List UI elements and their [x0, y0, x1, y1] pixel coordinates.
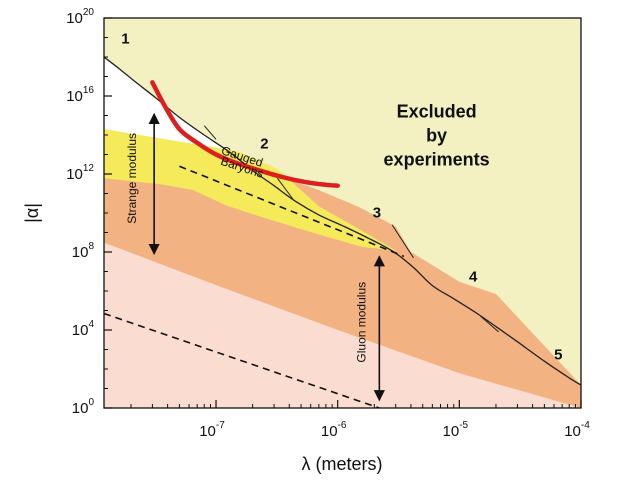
y-tick-label: 1016 [66, 85, 94, 105]
dashed-boundary-line [104, 312, 380, 408]
boundary-segment-tick [480, 315, 499, 333]
y-tick-exponent: 4 [88, 319, 94, 330]
y-tick-exponent: 8 [88, 241, 94, 252]
curve-number-label: 3 [373, 204, 381, 221]
y-tick-label: 108 [72, 241, 95, 261]
annotation-label: Strange modulus [125, 133, 139, 224]
x-tick-label: 10-7 [199, 420, 225, 440]
dashed-boundary-line [179, 165, 405, 258]
y-tick-exponent: 0 [88, 397, 94, 408]
curve-number-label: 2 [260, 136, 268, 153]
curve-number-label: 4 [469, 269, 478, 286]
y-tick-exponent: 20 [83, 7, 95, 18]
annotation-label: Gluon modulus [355, 282, 369, 363]
gluon-modulus-band [104, 242, 581, 408]
x-tick-exponent: -7 [216, 420, 225, 431]
x-tick-label: 10-4 [564, 420, 590, 440]
y-tick-base: 10 [66, 10, 83, 27]
boundary-segment-tick [203, 125, 217, 140]
x-tick-exponent: -4 [581, 420, 590, 431]
y-tick-base: 10 [66, 88, 83, 105]
excluded-region-label: by [426, 125, 447, 145]
y-tick-label: 1012 [66, 163, 94, 183]
x-tick-label: 10-6 [321, 420, 347, 440]
y-tick-exponent: 12 [83, 163, 95, 174]
x-axis-label: λ (meters) [302, 454, 383, 474]
excluded-region-label: Excluded [397, 101, 477, 121]
curve-number-label: 5 [554, 347, 562, 364]
red-prediction-curve [150, 80, 340, 188]
x-tick-base: 10 [443, 423, 460, 440]
y-tick-label: 104 [72, 319, 95, 339]
y-tick-base: 10 [66, 166, 83, 183]
y-tick-label: 100 [72, 397, 95, 417]
y-tick-label: 1020 [66, 7, 94, 27]
y-tick-base: 10 [72, 400, 89, 417]
y-tick-base: 10 [72, 244, 89, 261]
x-tick-base: 10 [199, 423, 216, 440]
boundary-segment-tick [391, 224, 414, 259]
gauged-baryons-band [104, 129, 396, 251]
x-tick-exponent: -5 [459, 420, 468, 431]
boundary-segment-tick [277, 178, 294, 200]
x-tick-exponent: -6 [338, 420, 347, 431]
y-tick-base: 10 [72, 322, 89, 339]
x-tick-base: 10 [321, 423, 338, 440]
x-tick-label: 10-5 [443, 420, 469, 440]
y-axis-label: |α| [22, 203, 42, 223]
exclusion-boundary-curve [104, 56, 581, 386]
curve-number-label: 1 [121, 30, 129, 47]
x-tick-base: 10 [564, 423, 581, 440]
y-tick-exponent: 16 [83, 85, 95, 96]
excluded-region-label: experiments [384, 149, 490, 169]
